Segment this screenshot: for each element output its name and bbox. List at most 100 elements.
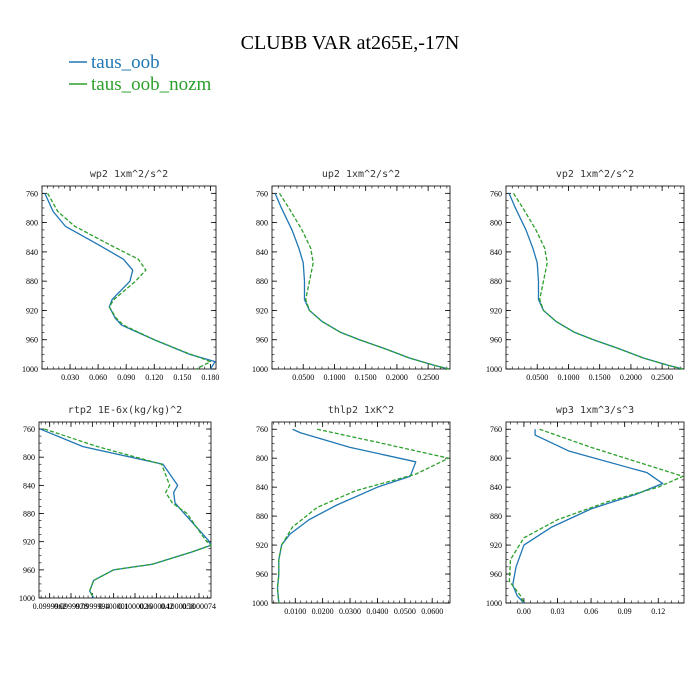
x-tick-label: 0.100001: [99, 602, 129, 611]
y-tick-label: 960: [256, 336, 268, 345]
x-tick-label: 0.1500: [355, 373, 377, 382]
x-tick-label: 0.0400: [366, 607, 388, 616]
series-line-taus-oob-nozm: [508, 428, 684, 604]
y-tick-label: 960: [256, 570, 268, 579]
panel-1: wp2 1xm^2/s^2 760 800 840 880 920 960 1000 0.030…: [22, 169, 219, 382]
series-line-taus-oob: [508, 193, 683, 370]
y-tick-label: 840: [490, 483, 502, 492]
legend: taus_oob taus_oob_nozm: [69, 52, 212, 95]
x-tick-label: 0.0500: [394, 607, 416, 616]
y-tick-label: 800: [23, 453, 35, 462]
y-tick-label: 960: [490, 336, 502, 345]
y-tick-label: 1000: [19, 594, 35, 603]
panel-title: wp2 1xm^2/s^2: [90, 169, 168, 180]
panel-title: vp2 1xm^2/s^2: [556, 169, 634, 180]
series-line-taus-oob-nozm: [278, 192, 449, 370]
y-tick-label: 920: [23, 538, 35, 547]
y-tick-label: 760: [490, 189, 502, 198]
x-tick-label: 0.1000074: [182, 602, 216, 611]
x-tick-label: 0.1000026: [118, 602, 152, 611]
series-line-taus-oob-nozm: [44, 428, 212, 599]
y-tick-label: 840: [256, 483, 268, 492]
y-tick-label: 760: [256, 189, 268, 198]
y-tick-label: 800: [256, 454, 268, 463]
y-tick-label: 1000: [252, 599, 268, 608]
x-tick-label: 0.0999994: [75, 602, 109, 611]
y-tick-label: 1000: [486, 365, 502, 374]
y-tick-label: 840: [26, 248, 38, 257]
y-tick-label: 960: [490, 570, 502, 579]
series-line-taus-oob-nozm: [512, 192, 683, 370]
y-tick-label: 880: [256, 277, 268, 286]
series-line-taus-oob-nozm: [276, 428, 450, 604]
panel-frame: [271, 185, 451, 370]
series-line-taus-oob-nozm: [47, 193, 212, 370]
y-tick-label: 960: [26, 336, 38, 345]
panels-group: wp2 1xm^2/s^276080084088092096010000.030…: [19, 169, 685, 616]
y-tick-label: 920: [490, 541, 502, 550]
panel-6: wp3 1xm^3/s^3 760 800 840 880 920 960 1000 0.00 0…: [486, 405, 685, 616]
x-tick-label: 0.0500: [526, 373, 548, 382]
y-tick-label: 760: [490, 425, 502, 434]
y-tick-label: 760: [23, 425, 35, 434]
y-tick-label: 880: [23, 510, 35, 519]
panel-title: up2 1xm^2/s^2: [322, 169, 400, 180]
y-tick-label: 800: [256, 219, 268, 228]
x-tick-label: 0.2000: [620, 373, 642, 382]
x-tick-label: 0.060: [89, 373, 107, 382]
legend-label-taus-oob: taus_oob: [91, 52, 160, 73]
x-tick-label: 0.120: [145, 373, 163, 382]
panel-4: rtp2 1E-6x(kg/kg)^2 760 800 840 880 920 960 100…: [19, 405, 216, 611]
y-tick-label: 1000: [22, 365, 38, 374]
y-tick-label: 920: [256, 306, 268, 315]
series-line-taus-oob: [274, 193, 449, 370]
panel-title: wp3 1xm^3/s^3: [556, 405, 634, 416]
x-tick-label: 0.030: [61, 373, 79, 382]
panel-frame: [38, 421, 212, 599]
y-tick-label: 800: [26, 219, 38, 228]
x-tick-label: 0.12: [651, 607, 665, 616]
x-tick-label: 0.1000: [323, 373, 345, 382]
x-tick-label: 0.090: [117, 373, 135, 382]
x-tick-label: 0.00: [517, 607, 531, 616]
series-line-taus-oob: [44, 193, 216, 370]
y-tick-label: 800: [490, 454, 502, 463]
x-tick-label: 0.2000: [386, 373, 408, 382]
panel-2: up2 1xm^2/s^2 760 800 840 880 920 960 1000 0.050…: [252, 169, 451, 382]
x-tick-label: 0.180: [201, 373, 219, 382]
y-tick-label: 880: [26, 277, 38, 286]
x-tick-label: 0.1000058: [161, 602, 195, 611]
x-tick-label: 0.1000: [557, 373, 579, 382]
x-tick-label: 0.2500: [417, 373, 439, 382]
y-tick-label: 840: [256, 248, 268, 257]
y-tick-label: 880: [490, 512, 502, 521]
panel-5: thlp2 1xK^2 760 800 840 880 920 960 1000 0.0100 0…: [252, 405, 451, 616]
x-tick-label: 0.1000042: [139, 602, 173, 611]
y-tick-label: 1000: [252, 365, 268, 374]
x-tick-label: 0.1500: [589, 373, 611, 382]
x-tick-label: 0.2500: [651, 373, 673, 382]
y-tick-label: 760: [256, 425, 268, 434]
panel-frame: [41, 185, 217, 370]
panel-frame: [505, 421, 685, 604]
panel-frame: [505, 185, 685, 370]
x-tick-label: 0.150: [173, 373, 191, 382]
panel-title: thlp2 1xK^2: [328, 405, 394, 416]
x-tick-label: 0.0999978: [54, 602, 88, 611]
y-tick-label: 920: [26, 306, 38, 315]
y-tick-label: 840: [23, 481, 35, 490]
y-tick-label: 800: [490, 219, 502, 228]
x-tick-label: 0.0300: [339, 607, 361, 616]
x-tick-label: 0.03: [550, 607, 564, 616]
y-tick-label: 760: [26, 189, 38, 198]
x-tick-label: 0.06: [584, 607, 598, 616]
y-tick-label: 840: [490, 248, 502, 257]
series-line-taus-oob: [512, 429, 664, 604]
figure-title: CLUBB VAR at265E,-17N: [241, 32, 460, 54]
y-tick-label: 920: [256, 541, 268, 550]
y-tick-label: 1000: [486, 599, 502, 608]
x-tick-label: 0.09: [618, 607, 632, 616]
x-tick-label: 0.0500: [292, 373, 314, 382]
x-tick-label: 0.0100: [284, 607, 306, 616]
